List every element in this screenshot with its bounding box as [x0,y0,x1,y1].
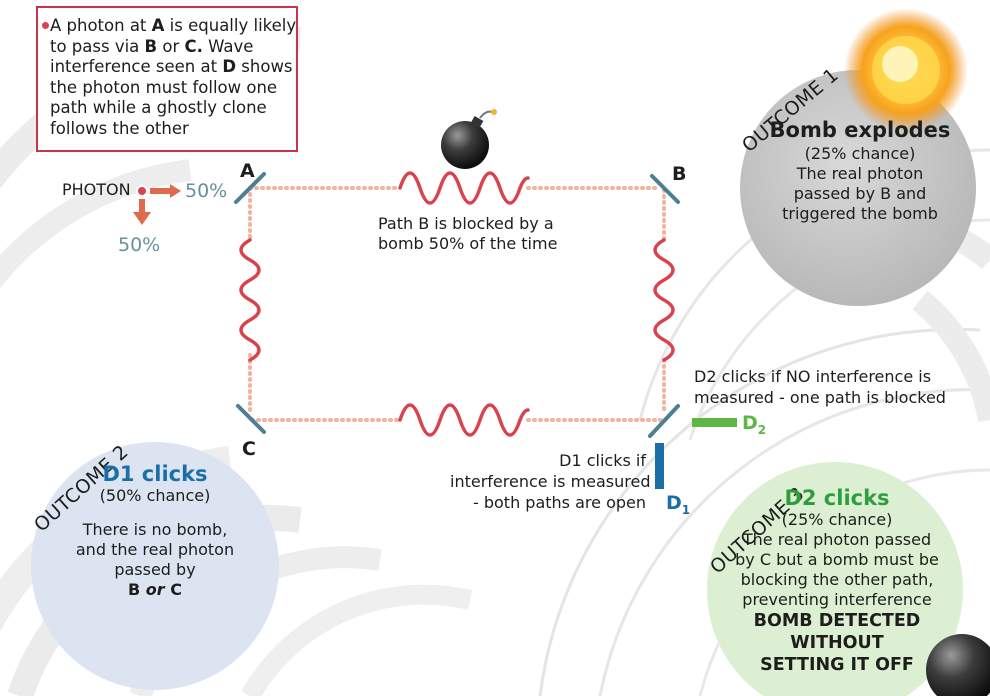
outcome1-text: Bomb explodes (25% chance) The real phot… [762,118,958,224]
outcome3-heading: D2 clicks [784,486,890,510]
bomb-icon-path-b [441,109,497,169]
d1-note-line2: interference is measured [450,472,651,491]
d1-note-line3: - both paths are open [473,493,646,512]
intro-line3: interference seen at D shows [50,57,293,76]
mirror-c-label: C [242,438,256,460]
photon-source [133,184,181,225]
bomb-icon-bottom [926,634,990,696]
photon-pct-down: 50% [118,234,161,256]
outcome2-circle [31,442,279,690]
intro-line1: A photon at A is equally likely [50,16,297,35]
d1-note: D1 clicks if interference is measured - … [450,450,651,513]
outcome2-heading: D1 clicks [102,462,208,486]
intro-line4: the photon must follow one [50,77,278,97]
outcome2-text: D1 clicks (50% chance) There is no bomb,… [60,462,250,600]
explosion-icon [844,8,968,132]
intro-line6: follows the other [50,118,189,138]
outcome1-line1: The real photon [796,164,924,183]
outcome3-line3: blocking the other path, [740,570,934,589]
d2-note: D2 clicks if NO interference is measured… [694,366,946,408]
wave-segments [239,171,675,437]
mirror-b-label: B [672,163,687,185]
detector-d2-bar [692,418,737,427]
outcome3-bold1: BOMB DETECTED [753,611,921,631]
intro-line2: to pass via B or C. Wave [50,36,254,56]
interferometer-paths [248,186,666,422]
note-bullet-icon [42,22,49,29]
outcome2-chance: (50% chance) [99,486,211,505]
detector-d1-label: D1 [666,492,691,517]
path-b-note-line1: Path B is blocked by a [378,214,554,233]
outcome3-chance: (25% chance) [781,510,893,529]
mirror-a-label: A [240,160,255,182]
intro-note-text: A photon at A is equally likely to pass … [50,16,298,139]
outcome1-heading: Bomb explodes [769,118,951,142]
detector-d2-label: D2 [742,412,767,437]
path-b-note-line2: bomb 50% of the time [378,234,558,253]
path-b-note: Path B is blocked by a bomb 50% of the t… [378,214,557,254]
outcome3-text: D2 clicks (25% chance) The real photon p… [732,486,942,676]
outcome3-line1: The real photon passed [742,530,932,549]
photon-pct-right: 50% [185,180,228,202]
outcome2-line4: B or C [128,580,182,599]
outcome3-bold2: WITHOUT [790,633,884,653]
photon-label: PHOTON [62,180,131,199]
outcome2-line1: There is no bomb, [82,520,228,539]
outcome1-chance: (25% chance) [804,144,916,163]
detector-d1-bar [655,443,664,489]
outcome3-line2: by C but a bomb must be [735,550,939,569]
intro-note-box: A photon at A is equally likely to pass … [36,6,298,152]
outcome2-line3: passed by [114,560,196,579]
outcome3-bold3: SETTING IT OFF [760,655,914,675]
outcome1-line2: passed by B and [793,184,927,203]
outcome3-line4: preventing interference [742,590,932,609]
d2-note-line2: measured - one path is blocked [694,388,946,407]
mirrors [234,172,680,438]
d2-note-line1: D2 clicks if NO interference is [694,367,932,386]
d1-note-line1: D1 clicks if [559,451,646,470]
outcome1-line3: triggered the bomb [782,204,938,223]
outcome3-circle [707,462,963,696]
outcome2-line2: and the real photon [75,540,235,559]
intro-line5: path while a ghostly clone [50,98,267,117]
